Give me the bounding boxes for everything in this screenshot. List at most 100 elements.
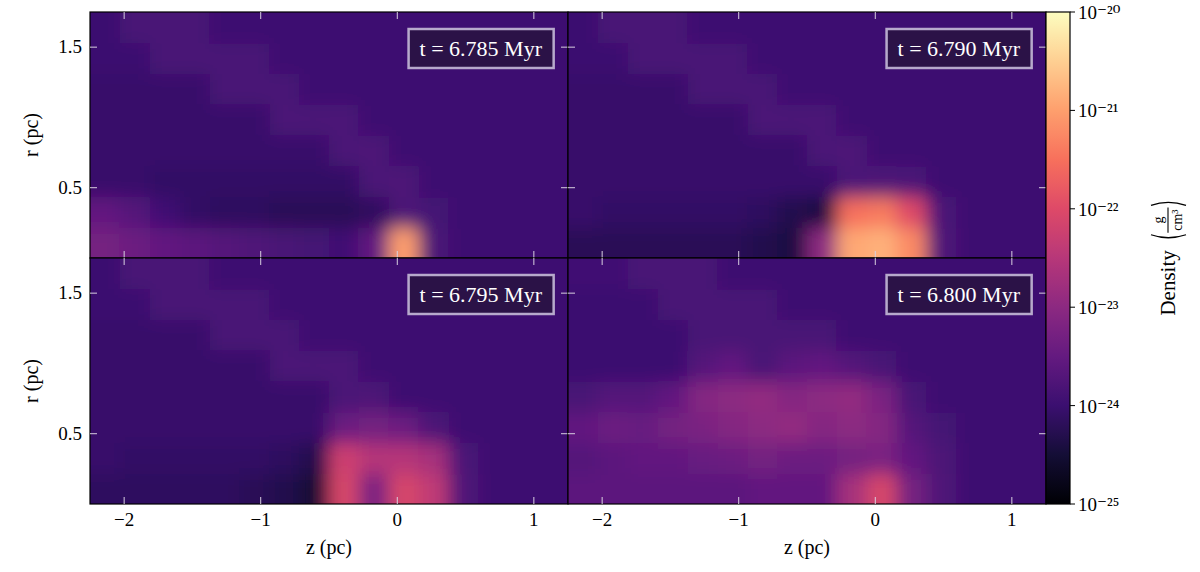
density-cell	[508, 320, 539, 351]
density-cell	[150, 227, 181, 258]
density-cell	[90, 320, 120, 351]
panel-title-box: t = 6.785 Myr	[409, 29, 554, 68]
density-cell	[449, 320, 479, 351]
density-cell	[568, 227, 598, 258]
density-cell	[598, 350, 629, 381]
density-cell	[180, 289, 210, 320]
density-cell	[777, 166, 807, 197]
x-tick	[533, 251, 534, 258]
density-cell	[807, 135, 837, 166]
density-cell	[897, 412, 927, 443]
density-cell	[269, 443, 300, 474]
density-cell	[837, 197, 868, 228]
x-tick	[1011, 258, 1012, 265]
density-cell	[120, 320, 151, 351]
density-cell	[1016, 197, 1046, 228]
density-cell	[956, 227, 987, 258]
density-cell	[1016, 473, 1046, 504]
density-cell	[299, 227, 329, 258]
density-cell	[867, 74, 898, 105]
colorbar-tick	[1070, 12, 1075, 13]
density-cell	[359, 74, 390, 105]
x-tick	[533, 258, 534, 265]
density-cell	[747, 381, 778, 412]
density-cell	[359, 289, 390, 320]
x-tick-label: 1	[529, 509, 539, 530]
y-tick	[1039, 293, 1046, 294]
density-cell	[419, 412, 449, 443]
density-cell	[180, 197, 210, 228]
colorbar-unit-numerator: g	[1151, 217, 1166, 224]
density-cell	[867, 350, 898, 381]
x-tick	[875, 251, 876, 258]
x-tick	[738, 251, 739, 258]
density-cell	[568, 135, 598, 166]
density-cell	[419, 166, 449, 197]
density-cell	[269, 166, 300, 197]
density-cell	[807, 227, 837, 258]
density-cell	[598, 166, 629, 197]
density-cell	[927, 74, 957, 105]
density-cell	[389, 104, 420, 135]
density-cell	[717, 289, 748, 320]
density-cell	[269, 381, 300, 412]
density-cell	[90, 473, 120, 504]
density-cell	[329, 166, 359, 197]
density-cell	[628, 197, 659, 228]
density-cell	[807, 166, 837, 197]
density-cell	[180, 43, 210, 74]
x-tick	[602, 12, 603, 19]
density-cell	[568, 412, 598, 443]
density-cell	[239, 289, 270, 320]
density-cell	[508, 227, 539, 258]
x-tick	[260, 258, 261, 265]
density-cell	[658, 381, 688, 412]
x-tick	[738, 497, 739, 504]
density-cell	[867, 227, 898, 258]
x-tick	[1011, 251, 1012, 258]
figure: 0.51.5r (pc)t = 6.785 Myrt = 6.790 Myr−2…	[0, 0, 1200, 572]
density-cell	[986, 473, 1017, 504]
density-cell	[956, 443, 987, 474]
x-tick	[738, 258, 739, 265]
density-cell	[90, 74, 120, 105]
density-cell	[389, 381, 420, 412]
density-cell	[329, 412, 359, 443]
density-cell	[269, 12, 300, 43]
density-cell	[717, 104, 748, 135]
colorbar-tick-label: 10⁻²⁰	[1078, 2, 1121, 23]
density-cell	[986, 135, 1017, 166]
density-cell	[986, 320, 1017, 351]
y-tick	[561, 47, 568, 48]
density-cell	[419, 443, 449, 474]
colorbar-tick	[1070, 405, 1075, 406]
density-cell	[329, 289, 359, 320]
density-cell	[807, 197, 837, 228]
density-cell	[299, 350, 329, 381]
density-cell	[688, 135, 718, 166]
density-cell	[120, 135, 151, 166]
colorbar	[1046, 12, 1070, 504]
density-cell	[986, 350, 1017, 381]
density-cell	[867, 473, 898, 504]
density-cell	[329, 350, 359, 381]
density-cell	[867, 443, 898, 474]
density-cell	[837, 12, 868, 43]
density-cell	[658, 74, 688, 105]
density-cell	[986, 412, 1017, 443]
density-cell	[1016, 227, 1046, 258]
density-cell	[449, 473, 479, 504]
density-cell	[120, 350, 151, 381]
density-cell	[150, 135, 181, 166]
density-cell	[150, 412, 181, 443]
density-cell	[837, 320, 868, 351]
density-cell	[747, 74, 778, 105]
density-cell	[449, 443, 479, 474]
density-cell	[389, 166, 420, 197]
density-cell	[807, 381, 837, 412]
density-cell	[180, 381, 210, 412]
density-cell	[807, 12, 837, 43]
density-cell	[837, 350, 868, 381]
density-cell	[568, 74, 598, 105]
colorbar-tick-label: 10⁻²⁴	[1078, 396, 1120, 417]
